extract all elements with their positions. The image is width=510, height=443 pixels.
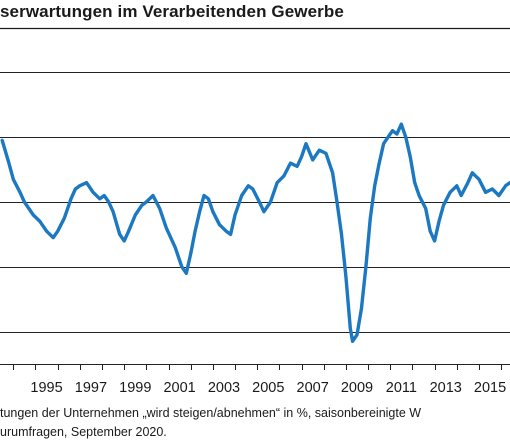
line-chart: 1995 1997 1999 2001 2003 2005 2007 2009 2011 2013…: [0, 27, 510, 396]
chart-title: serwartungen im Verarbeitenden Gewerbe: [0, 2, 344, 21]
x-axis: [0, 364, 510, 370]
x-tick-label: 2009: [341, 380, 373, 396]
footnote-line-2: urumfragen, September 2020.: [0, 425, 167, 439]
x-tick-label: 2011: [386, 380, 417, 396]
x-tick-label: 2013: [430, 380, 462, 396]
series-line: [0, 122, 510, 343]
x-tick-label: 1995: [30, 380, 62, 396]
x-tick-label: 2005: [252, 380, 284, 396]
series-layer: [0, 122, 510, 343]
x-tick-label: 1997: [75, 380, 107, 396]
x-tick-label: 2001: [163, 380, 195, 396]
footnote-line-1: tungen der Unternehmen „wird steigen/abn…: [0, 406, 422, 420]
x-tick-labels: 1995 1997 1999 2001 2003 2005 2007 2009 2011 2013…: [30, 380, 506, 396]
x-tick-label: 2003: [208, 380, 240, 396]
gridlines: [0, 72, 510, 333]
footnote: tungen der Unternehmen „wird steigen/abn…: [0, 404, 510, 442]
x-tick-label: 2015: [474, 380, 506, 396]
x-tick-label: 1999: [119, 380, 151, 396]
x-tick-label: 2007: [297, 380, 329, 396]
